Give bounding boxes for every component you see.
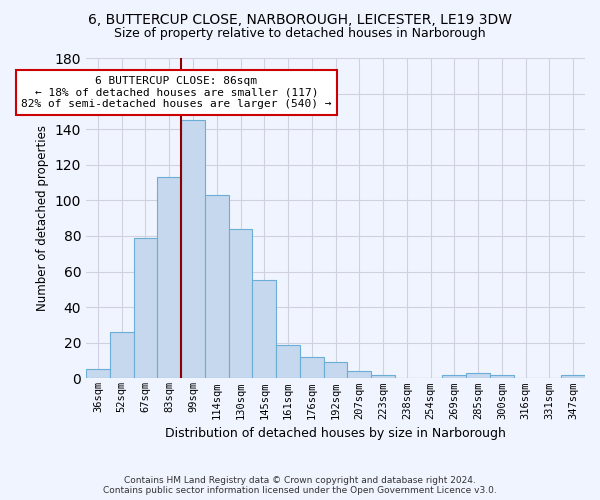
Bar bbox=[157, 178, 181, 378]
Text: 6 BUTTERCUP CLOSE: 86sqm
← 18% of detached houses are smaller (117)
82% of semi-: 6 BUTTERCUP CLOSE: 86sqm ← 18% of detach… bbox=[21, 76, 332, 109]
Bar bbox=[205, 195, 229, 378]
Text: Contains HM Land Registry data © Crown copyright and database right 2024.
Contai: Contains HM Land Registry data © Crown c… bbox=[103, 476, 497, 495]
Text: Size of property relative to detached houses in Narborough: Size of property relative to detached ho… bbox=[114, 28, 486, 40]
Bar bbox=[490, 375, 514, 378]
Bar bbox=[276, 344, 300, 378]
Bar bbox=[371, 375, 395, 378]
Bar bbox=[134, 238, 157, 378]
Bar bbox=[347, 372, 371, 378]
Bar bbox=[86, 370, 110, 378]
Bar bbox=[466, 373, 490, 378]
Bar bbox=[300, 357, 323, 378]
Bar bbox=[442, 375, 466, 378]
Bar bbox=[253, 280, 276, 378]
Bar bbox=[229, 229, 253, 378]
Y-axis label: Number of detached properties: Number of detached properties bbox=[36, 125, 49, 311]
X-axis label: Distribution of detached houses by size in Narborough: Distribution of detached houses by size … bbox=[165, 427, 506, 440]
Bar bbox=[561, 375, 585, 378]
Bar bbox=[110, 332, 134, 378]
Bar bbox=[181, 120, 205, 378]
Bar bbox=[323, 362, 347, 378]
Text: 6, BUTTERCUP CLOSE, NARBOROUGH, LEICESTER, LE19 3DW: 6, BUTTERCUP CLOSE, NARBOROUGH, LEICESTE… bbox=[88, 12, 512, 26]
